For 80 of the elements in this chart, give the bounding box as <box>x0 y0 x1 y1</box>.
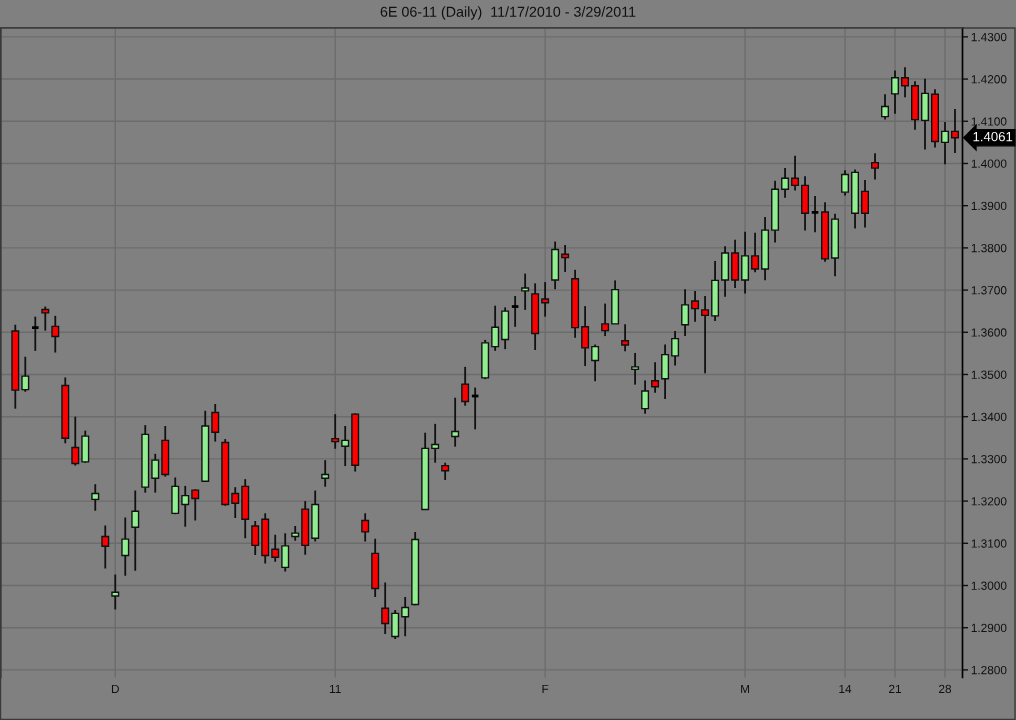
y-tick-label: 1.3900 <box>971 201 1007 211</box>
x-tick-label: 21 <box>889 684 902 693</box>
x-tick-label: 14 <box>839 684 852 693</box>
y-tick-label: 1.4100 <box>971 117 1007 126</box>
y-tick-label: 1.3200 <box>971 497 1007 506</box>
y-tick-label: 1.3800 <box>971 243 1007 253</box>
text: 1.4061 <box>973 131 1013 142</box>
candlestick <box>211 403 220 443</box>
candlestick <box>181 484 190 528</box>
candlestick <box>891 69 900 115</box>
candlestick <box>111 573 120 611</box>
candlestick <box>541 281 550 318</box>
candlestick <box>751 231 760 274</box>
candlestick <box>881 93 890 121</box>
y-tick-label: 1.3400 <box>971 412 1007 422</box>
candlestick <box>41 305 50 332</box>
candlestick <box>491 304 500 352</box>
y-tick-label: 1.3000 <box>971 581 1007 590</box>
candlestick <box>361 512 370 543</box>
chart-title: 6E 06-11 (Daily) 11/17/2010 - 3/29/2011 <box>380 6 636 20</box>
candlestick <box>251 520 260 557</box>
candlestick <box>121 516 130 577</box>
candlestick <box>691 290 700 323</box>
y-tick-label: 1.4000 <box>971 159 1007 168</box>
y-tick-label: 1.3500 <box>971 370 1007 379</box>
candlestick <box>151 452 160 494</box>
candlestick <box>191 488 200 522</box>
candlestick <box>391 609 400 641</box>
candlestick <box>591 343 600 383</box>
candlestick <box>521 272 530 311</box>
candlestick <box>671 330 680 367</box>
candlestick <box>341 425 350 467</box>
x-tick-label: D <box>111 684 119 693</box>
candlestick <box>631 352 640 386</box>
candlestick <box>581 305 590 367</box>
candlestick <box>431 422 440 464</box>
candlestick <box>621 323 630 353</box>
candlestick <box>901 66 910 99</box>
candlestick <box>91 483 100 512</box>
y-tick-label: 1.3300 <box>971 454 1007 464</box>
candlestick <box>461 365 470 407</box>
candlestick <box>281 532 290 573</box>
candlestick <box>951 108 959 154</box>
candlestick <box>271 533 280 563</box>
y-tick-label: 1.2900 <box>971 623 1007 633</box>
candlestick <box>510 295 520 328</box>
y-tick-label: 1.3700 <box>971 286 1007 295</box>
candlestick <box>810 195 820 234</box>
candlestick <box>331 413 340 450</box>
candlestick <box>791 154 800 192</box>
candlestick <box>101 524 110 570</box>
candlestick <box>781 167 790 199</box>
candlestick <box>71 415 80 467</box>
candlestick <box>681 288 690 337</box>
candlestick <box>871 152 880 181</box>
y-tick-label: 1.3100 <box>971 539 1007 548</box>
candlestick <box>651 361 660 394</box>
candlestick <box>231 486 240 519</box>
candlestick <box>451 396 460 448</box>
x-tick-label: M <box>741 684 750 693</box>
x-tick-label: 28 <box>939 684 952 694</box>
y-tick-label: 1.3600 <box>971 328 1007 337</box>
candlestick <box>131 489 140 572</box>
y-tick-label: 1.4200 <box>971 75 1007 84</box>
candlestick <box>641 379 650 415</box>
candlestick <box>701 295 710 375</box>
x-tick-label: F <box>542 684 549 693</box>
candlestick <box>941 121 949 166</box>
candlestick <box>30 315 40 352</box>
candlestick <box>401 595 410 638</box>
candlestick <box>841 169 850 197</box>
candlestick <box>51 314 60 354</box>
candlestick <box>321 459 330 488</box>
candlestick <box>21 355 30 393</box>
x-tick-label: 11 <box>329 684 341 693</box>
candlestick <box>861 179 870 229</box>
candlestick <box>381 581 390 635</box>
y-tick-label: 1.4300 <box>971 32 1007 42</box>
candlestick <box>601 302 610 337</box>
y-tick-label: 1.2800 <box>971 665 1007 675</box>
